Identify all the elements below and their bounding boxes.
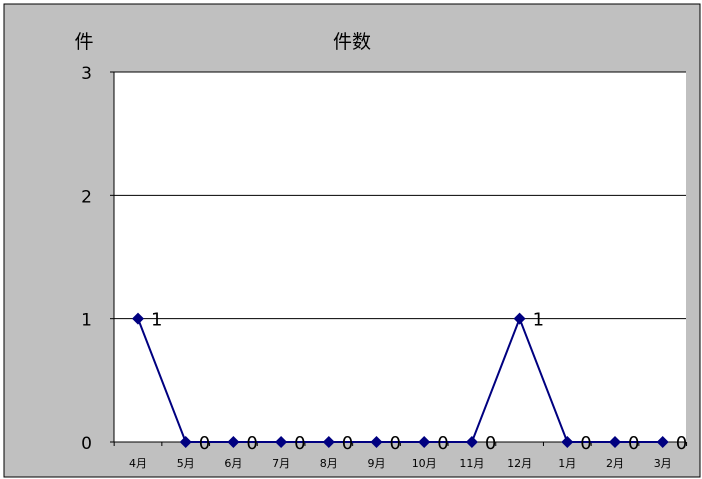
plot-area	[114, 72, 686, 442]
x-tick-label: 3月	[654, 457, 672, 470]
y-tick-label: 2	[81, 187, 92, 207]
x-tick-label: 7月	[272, 457, 290, 470]
series-line	[137, 315, 663, 443]
x-tick-label: 10月	[412, 457, 437, 470]
x-tick-label: 2月	[606, 457, 624, 470]
data-point-marker	[513, 312, 526, 325]
data-label: 0	[485, 433, 496, 454]
x-tick-label: 8月	[320, 457, 338, 470]
data-label: 1	[151, 310, 162, 331]
data-label: 0	[580, 433, 591, 454]
data-point-marker	[370, 436, 383, 448]
data-label: 0	[294, 433, 305, 454]
chart-title: 件数	[333, 31, 371, 53]
data-label: 0	[676, 433, 687, 454]
data-point-marker	[418, 436, 431, 448]
data-point-marker	[609, 436, 621, 448]
data-label: 0	[342, 433, 353, 454]
data-point-marker	[275, 436, 288, 448]
data-point-marker	[179, 436, 192, 448]
y-tick-label: 1	[81, 311, 92, 331]
x-tick-label: 5月	[177, 457, 195, 470]
data-label: 0	[390, 433, 401, 454]
x-tick-label: 9月	[368, 457, 386, 470]
data-label: 0	[199, 433, 210, 454]
data-point-marker	[227, 436, 240, 448]
x-tick-label: 11月	[459, 457, 484, 470]
y-tick-label: 0	[81, 434, 92, 454]
data-point-marker	[561, 436, 574, 448]
y-tick-label: 3	[81, 64, 92, 84]
y-tick-labels: 0 1 2 3	[81, 64, 114, 454]
x-tick-label: 4月	[129, 457, 147, 470]
data-labels: 1 0 0 0 0 0 0 0 1 0 0 0	[151, 310, 687, 454]
x-tick-labels: 4月 5月 6月 7月 8月 9月 10月 11月 12月 1月 2月 3月	[113, 442, 688, 470]
data-point-marker	[465, 436, 478, 448]
series-group	[132, 312, 669, 448]
data-label: 0	[246, 433, 257, 454]
x-tick-label: 12月	[507, 457, 532, 470]
data-label: 1	[533, 310, 544, 331]
data-label: 0	[437, 433, 448, 454]
data-point-marker	[656, 436, 669, 448]
x-tick-label: 1月	[558, 457, 576, 470]
data-point-marker	[132, 312, 144, 325]
data-point-marker	[322, 436, 335, 448]
data-label: 0	[628, 433, 639, 454]
x-tick-label: 6月	[224, 457, 242, 470]
y-axis-label: 件	[74, 31, 93, 53]
gridlines	[114, 71, 686, 320]
